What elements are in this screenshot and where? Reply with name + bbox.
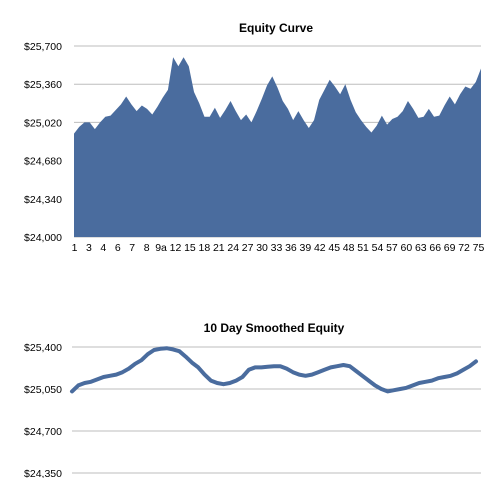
x-tick-label: 51 (357, 242, 369, 254)
x-tick-label: 72 (458, 242, 470, 254)
x-tick-label: 45 (328, 242, 340, 254)
y-tick-label: $25,400 (24, 342, 62, 354)
x-tick-label: 69 (444, 242, 456, 254)
x-tick-label: 57 (386, 242, 398, 254)
x-tick-label: 36 (285, 242, 297, 254)
smoothed-equity-line (70, 346, 478, 394)
x-tick-label: 39 (300, 242, 312, 254)
x-tick-label: 9a (155, 242, 167, 254)
x-tick-label: 4 (100, 242, 106, 254)
smoothed-equity-chart: 10 Day Smoothed Equity $24,350 $24,700 $25… (24, 321, 481, 478)
equity-area (74, 57, 481, 237)
y-tick-label: $25,700 (24, 41, 62, 53)
x-tick-label: 18 (199, 242, 211, 254)
x-tick-label: 12 (170, 242, 182, 254)
y-tick-label: $24,000 (24, 232, 62, 244)
x-tick-label: 8 (144, 242, 150, 254)
x-tick-label: 21 (213, 242, 225, 254)
y-tick-label: $24,700 (24, 426, 62, 438)
x-tick-label: 54 (372, 242, 384, 254)
x-tick-label: 24 (227, 242, 239, 254)
smoothed-equity-title: 10 Day Smoothed Equity (204, 321, 345, 335)
x-tick-label: 15 (184, 242, 196, 254)
y-tick-label: $25,020 (24, 117, 62, 129)
y-tick-label: $25,050 (24, 384, 62, 396)
x-tick-label: 48 (343, 242, 355, 254)
y-tick-label: $24,680 (24, 156, 62, 168)
y-tick-label: $24,340 (24, 194, 62, 206)
x-tick-label: 66 (429, 242, 441, 254)
x-tick-label: 33 (271, 242, 283, 254)
x-tick-label: 27 (242, 242, 254, 254)
x-tick-label: 1 (72, 242, 78, 254)
equity-curve-title: Equity Curve (239, 21, 313, 35)
x-tick-label: 63 (415, 242, 427, 254)
x-tick-label: 60 (401, 242, 413, 254)
y-tick-label: $25,360 (24, 79, 62, 91)
x-tick-label: 3 (86, 242, 92, 254)
x-tick-label: 6 (115, 242, 121, 254)
y-tick-label: $24,350 (24, 468, 62, 478)
x-tick-label: 30 (256, 242, 268, 254)
equity-curve-chart: Equity Curve $24,000 $24,340 $24,680 $25,02… (24, 21, 484, 254)
x-tick-label: 75 (473, 242, 485, 254)
x-tick-label: 42 (314, 242, 326, 254)
x-tick-label: 7 (129, 242, 135, 254)
